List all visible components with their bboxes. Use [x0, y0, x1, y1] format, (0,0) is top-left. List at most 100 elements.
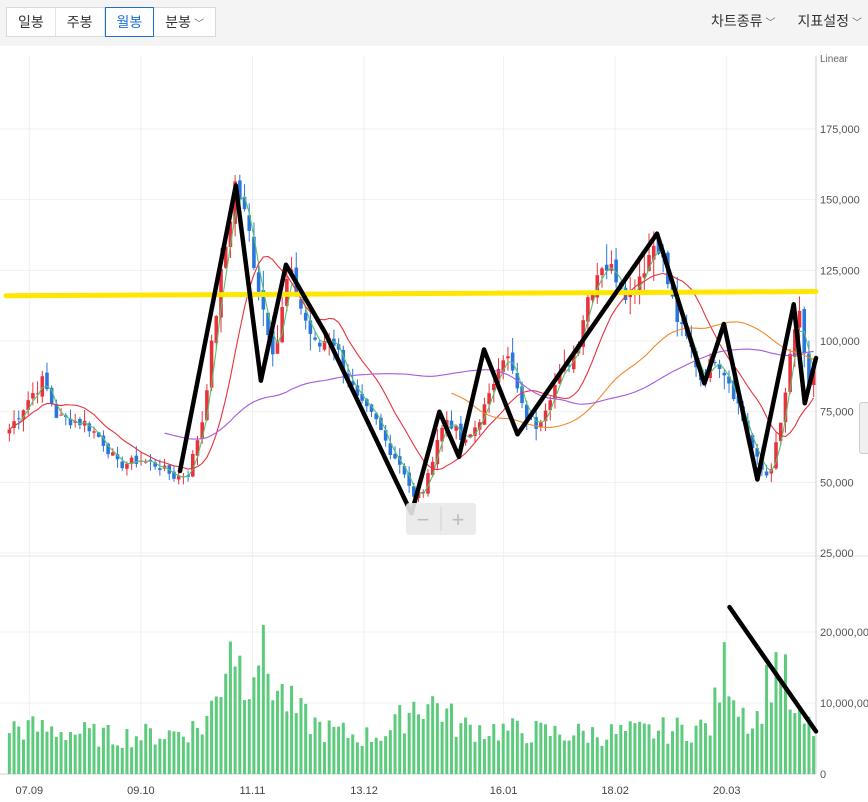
- volume-bar: [116, 745, 120, 774]
- candle-body: [120, 461, 125, 469]
- volume-bar: [520, 733, 524, 774]
- side-panel-handle[interactable]: [859, 402, 868, 454]
- volume-bar: [167, 730, 171, 774]
- candle-body: [45, 372, 49, 390]
- volume-bar: [210, 700, 214, 774]
- volume-bar: [671, 731, 675, 774]
- volume-bar: [111, 744, 115, 774]
- chart-type-menu[interactable]: 차트종류 ﹀: [695, 11, 782, 31]
- zoom-out-button[interactable]: −: [417, 507, 430, 532]
- candle-body: [492, 383, 496, 391]
- indicator-settings-menu[interactable]: 지표설정 ﹀: [781, 11, 868, 31]
- volume-bar: [186, 742, 190, 774]
- volume-bar: [798, 709, 802, 774]
- candle-body: [407, 472, 411, 486]
- volume-bar: [261, 625, 265, 774]
- candle-body: [308, 320, 313, 335]
- volume-bar: [449, 703, 453, 774]
- volume-bar: [529, 742, 533, 774]
- y-tick-label: 25,000: [820, 548, 854, 560]
- volume-bar: [407, 712, 411, 774]
- volume-bar: [106, 725, 110, 774]
- candle-body: [496, 368, 501, 383]
- volume-bar: [7, 733, 11, 774]
- volume-bar: [558, 734, 562, 774]
- volume-bar: [685, 740, 689, 774]
- candle-body: [713, 362, 717, 364]
- candle-body: [788, 353, 792, 393]
- volume-bar: [252, 677, 256, 774]
- candle-body: [473, 427, 477, 436]
- daily-period-button[interactable]: 일봉: [7, 8, 56, 36]
- minute-period-label: 분봉: [165, 14, 192, 30]
- volume-bar: [313, 717, 317, 774]
- volume-bar: [402, 733, 406, 774]
- volume-bar: [40, 719, 44, 774]
- candle-body: [68, 418, 73, 426]
- volume-bar: [36, 731, 40, 774]
- stock-chart[interactable]: 07.09 09.10 11.11 13.12 16.01 18.02 20.03 25,00…: [0, 46, 868, 802]
- candle-body: [369, 404, 374, 412]
- volume-bar: [515, 720, 519, 774]
- candle-body: [365, 399, 369, 407]
- candle-body: [468, 434, 473, 437]
- candle-body: [440, 427, 444, 442]
- candle-body: [604, 264, 609, 271]
- volume-bar: [285, 711, 289, 774]
- moving-average-line-ma20: [9, 255, 815, 471]
- x-tick-label: 20.03: [713, 785, 741, 797]
- volume-bar: [163, 739, 167, 774]
- candle-body: [317, 342, 322, 347]
- volume-bar: [130, 747, 134, 774]
- volume-bar: [322, 742, 326, 774]
- volume-bar: [600, 745, 604, 774]
- candle-body: [31, 393, 35, 399]
- volume-bar: [12, 721, 16, 774]
- candle-body: [7, 429, 12, 434]
- volume-bar: [746, 733, 750, 774]
- volume-bar: [355, 742, 359, 774]
- candle-body: [750, 434, 755, 449]
- volume-bar: [200, 734, 204, 774]
- minute-period-dropdown[interactable]: 분봉 ﹀: [154, 8, 215, 36]
- resistance-line: [3, 289, 819, 299]
- volume-bar: [50, 726, 54, 774]
- candle-body: [586, 297, 590, 322]
- candle-body: [313, 337, 317, 340]
- candle-body: [383, 430, 388, 441]
- candle-body: [764, 471, 769, 476]
- candle-body: [543, 410, 548, 422]
- chart-toolbar: 일봉 주봉 월봉 분봉 ﹀ 차트종류 ﹀ 지표설정 ﹀: [0, 0, 868, 46]
- volume-bar: [464, 717, 468, 774]
- candle-body: [238, 180, 242, 199]
- volume-bar: [158, 738, 162, 774]
- candle-body: [402, 466, 407, 475]
- volume-bar: [360, 745, 364, 774]
- volume-bar: [139, 740, 143, 774]
- candle-body: [506, 356, 510, 359]
- volume-bar: [370, 741, 374, 774]
- candle-body: [256, 272, 261, 292]
- y-tick-label: 150,000: [820, 195, 860, 207]
- chevron-down-icon: ﹀: [852, 18, 862, 29]
- zoom-in-button[interactable]: +: [452, 507, 465, 532]
- volume-bar: [243, 700, 247, 774]
- candle-body: [477, 422, 482, 430]
- volume-bar: [398, 705, 402, 774]
- candle-body: [125, 463, 129, 469]
- volume-bar: [332, 726, 336, 774]
- monthly-period-button[interactable]: 월봉: [104, 7, 155, 37]
- candle-body: [614, 259, 618, 283]
- volume-bar: [633, 723, 637, 774]
- volume-bar: [101, 727, 105, 774]
- candle-body: [106, 443, 110, 455]
- volume-bar: [553, 725, 557, 774]
- volume-bar: [224, 673, 228, 774]
- candle-body: [172, 471, 176, 479]
- volume-bar: [238, 655, 242, 774]
- weekly-period-button[interactable]: 주봉: [56, 8, 105, 36]
- volume-bar: [548, 736, 552, 774]
- volume-bar: [727, 696, 731, 774]
- volume-bar: [497, 740, 501, 774]
- volume-bar: [59, 732, 63, 774]
